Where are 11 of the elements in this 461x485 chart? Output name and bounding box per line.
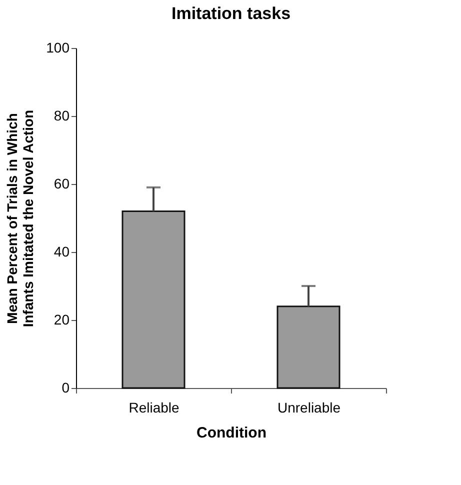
x-tick-label: Reliable: [128, 400, 180, 416]
chart-title: Imitation tasks: [171, 4, 291, 23]
x-axis-title: Condition: [196, 424, 266, 442]
x-tick-label: Unreliable: [277, 400, 341, 416]
y-tick-label: 100: [46, 40, 70, 56]
y-tick-label: 0: [62, 380, 70, 396]
y-tick-label: 80: [54, 108, 70, 124]
y-tick-label: 20: [54, 312, 70, 328]
y-axis-title: Mean Percent of Trials in Which Infants Imitated the Novel Action: [4, 110, 36, 328]
y-tick-label: 60: [54, 176, 70, 192]
y-tick-label: 40: [54, 244, 70, 260]
